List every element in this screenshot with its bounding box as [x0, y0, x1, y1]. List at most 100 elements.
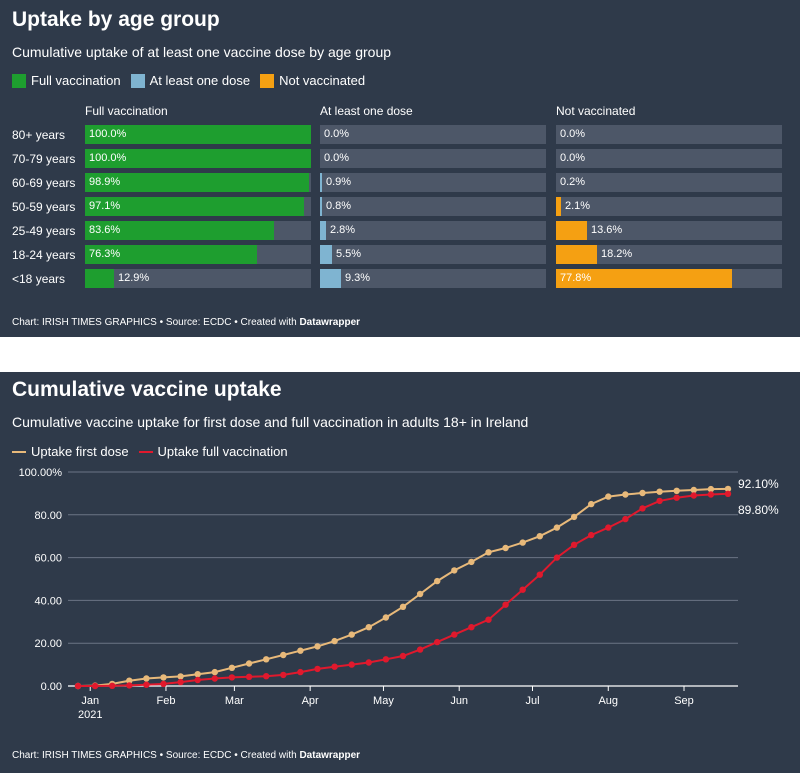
bar — [320, 173, 322, 192]
data-point — [348, 631, 355, 638]
data-point — [399, 603, 407, 610]
data-point — [126, 682, 133, 689]
x-tick-label: Feb — [156, 695, 175, 707]
bar-value-label: 0.0% — [324, 128, 350, 140]
bar — [85, 197, 304, 216]
data-point — [365, 659, 372, 666]
data-point — [724, 490, 732, 497]
data-point — [297, 668, 304, 676]
x-tick-label: Jan — [81, 695, 99, 707]
bar-track: 0.2% — [556, 173, 782, 192]
bar-track: 2.8% — [320, 221, 546, 240]
data-point — [228, 664, 236, 671]
footer-brand: Datawrapper — [299, 317, 361, 328]
y-tick-label: 40.00 — [34, 595, 62, 607]
line-chart: 0.00 20.00 40.00 60.00 80.00 100.00% Jan Feb Mar… — [19, 467, 779, 721]
data-point — [434, 638, 441, 646]
row-label: 18-24 years — [12, 248, 76, 262]
data-point — [468, 624, 475, 631]
data-point — [211, 675, 218, 682]
data-point — [724, 485, 732, 493]
data-point — [434, 577, 441, 585]
bar-value-label: 9.3% — [345, 272, 371, 284]
bar — [85, 221, 274, 240]
data-point — [91, 682, 99, 690]
column-header: At least one dose — [320, 104, 413, 118]
data-point — [314, 643, 321, 650]
chart-title: Uptake by age group — [12, 8, 220, 31]
data-point — [177, 673, 184, 680]
bar-value-label: 98.9% — [89, 176, 121, 188]
y-tick-label: 100.00% — [19, 467, 63, 479]
legend-swatch — [130, 73, 145, 88]
bar-value-label: 2.1% — [565, 200, 591, 212]
column-header: Full vaccination — [85, 104, 168, 118]
data-point — [673, 494, 680, 501]
chart-subtitle: Cumulative uptake of at least one vaccin… — [12, 44, 392, 60]
data-point — [228, 674, 236, 681]
bar-value-label: 100.0% — [89, 152, 127, 164]
legend-item: Uptake full vaccination — [138, 444, 288, 459]
data-point — [502, 544, 509, 552]
chart-title: Cumulative vaccine uptake — [12, 378, 282, 401]
chart-footer: Chart: IRISH TIMES GRAPHICS • Source: EC… — [12, 317, 360, 328]
bar-value-label: 0.2% — [560, 176, 586, 188]
data-point — [331, 637, 338, 645]
chart-footer: Chart: IRISH TIMES GRAPHICS • Source: EC… — [12, 750, 360, 761]
data-point — [502, 601, 509, 608]
bar — [85, 125, 311, 144]
footer-credit: Chart: IRISH TIMES GRAPHICS • Source: EC… — [12, 750, 300, 761]
data-point — [143, 675, 150, 682]
bar-track: 98.9% — [85, 173, 311, 192]
bar-track: 9.3% — [320, 269, 546, 288]
legend-label: Uptake first dose — [31, 444, 129, 459]
data-point — [519, 586, 526, 593]
bar-track: 97.1% — [85, 197, 311, 216]
data-point — [468, 558, 475, 566]
data-point — [656, 497, 663, 505]
age-group-chart-panel: Uptake by age group Cumulative uptake of… — [0, 0, 800, 337]
data-point — [416, 590, 424, 598]
row-label: 25-49 years — [12, 224, 76, 238]
data-point — [143, 681, 150, 688]
data-point — [519, 539, 526, 546]
data-point — [109, 682, 116, 689]
bar — [556, 269, 732, 288]
data-point — [331, 663, 338, 670]
bar-value-label: 18.2% — [601, 248, 633, 260]
bar-track: 0.0% — [556, 149, 782, 168]
bar-value-label: 97.1% — [89, 200, 121, 212]
data-point — [194, 676, 201, 684]
legend-line — [12, 450, 26, 453]
data-point — [314, 665, 321, 673]
x-tick-label: Mar — [225, 695, 244, 707]
bar-track: 77.8% — [556, 269, 782, 288]
end-value-label: 89.80% — [738, 503, 779, 517]
data-point — [605, 493, 612, 500]
y-tick-label: 60.00 — [34, 553, 62, 565]
bar-track: 18.2% — [556, 245, 782, 264]
data-point — [245, 673, 253, 680]
data-point — [194, 671, 201, 678]
data-point — [416, 646, 424, 653]
bar-value-label: 83.6% — [89, 224, 121, 236]
bar-track: 76.3% — [85, 245, 311, 264]
data-point — [126, 677, 133, 684]
data-point — [690, 486, 697, 494]
data-point — [553, 524, 561, 531]
legend: Uptake first dose Uptake full vaccination — [12, 444, 298, 459]
bar — [556, 245, 597, 264]
bar-value-label: 13.6% — [591, 224, 623, 236]
data-point — [570, 541, 578, 548]
y-tick-label: 20.00 — [34, 638, 62, 650]
data-point — [622, 515, 629, 523]
bar-value-label: 0.9% — [326, 176, 352, 188]
row-label: 60-69 years — [12, 176, 76, 190]
bar-track: 2.1% — [556, 197, 782, 216]
bar-track: 0.0% — [320, 125, 546, 144]
bar — [320, 221, 326, 240]
data-point — [365, 624, 372, 631]
legend-item: Uptake first dose — [12, 444, 129, 459]
bar — [85, 245, 257, 264]
bar — [320, 269, 341, 288]
